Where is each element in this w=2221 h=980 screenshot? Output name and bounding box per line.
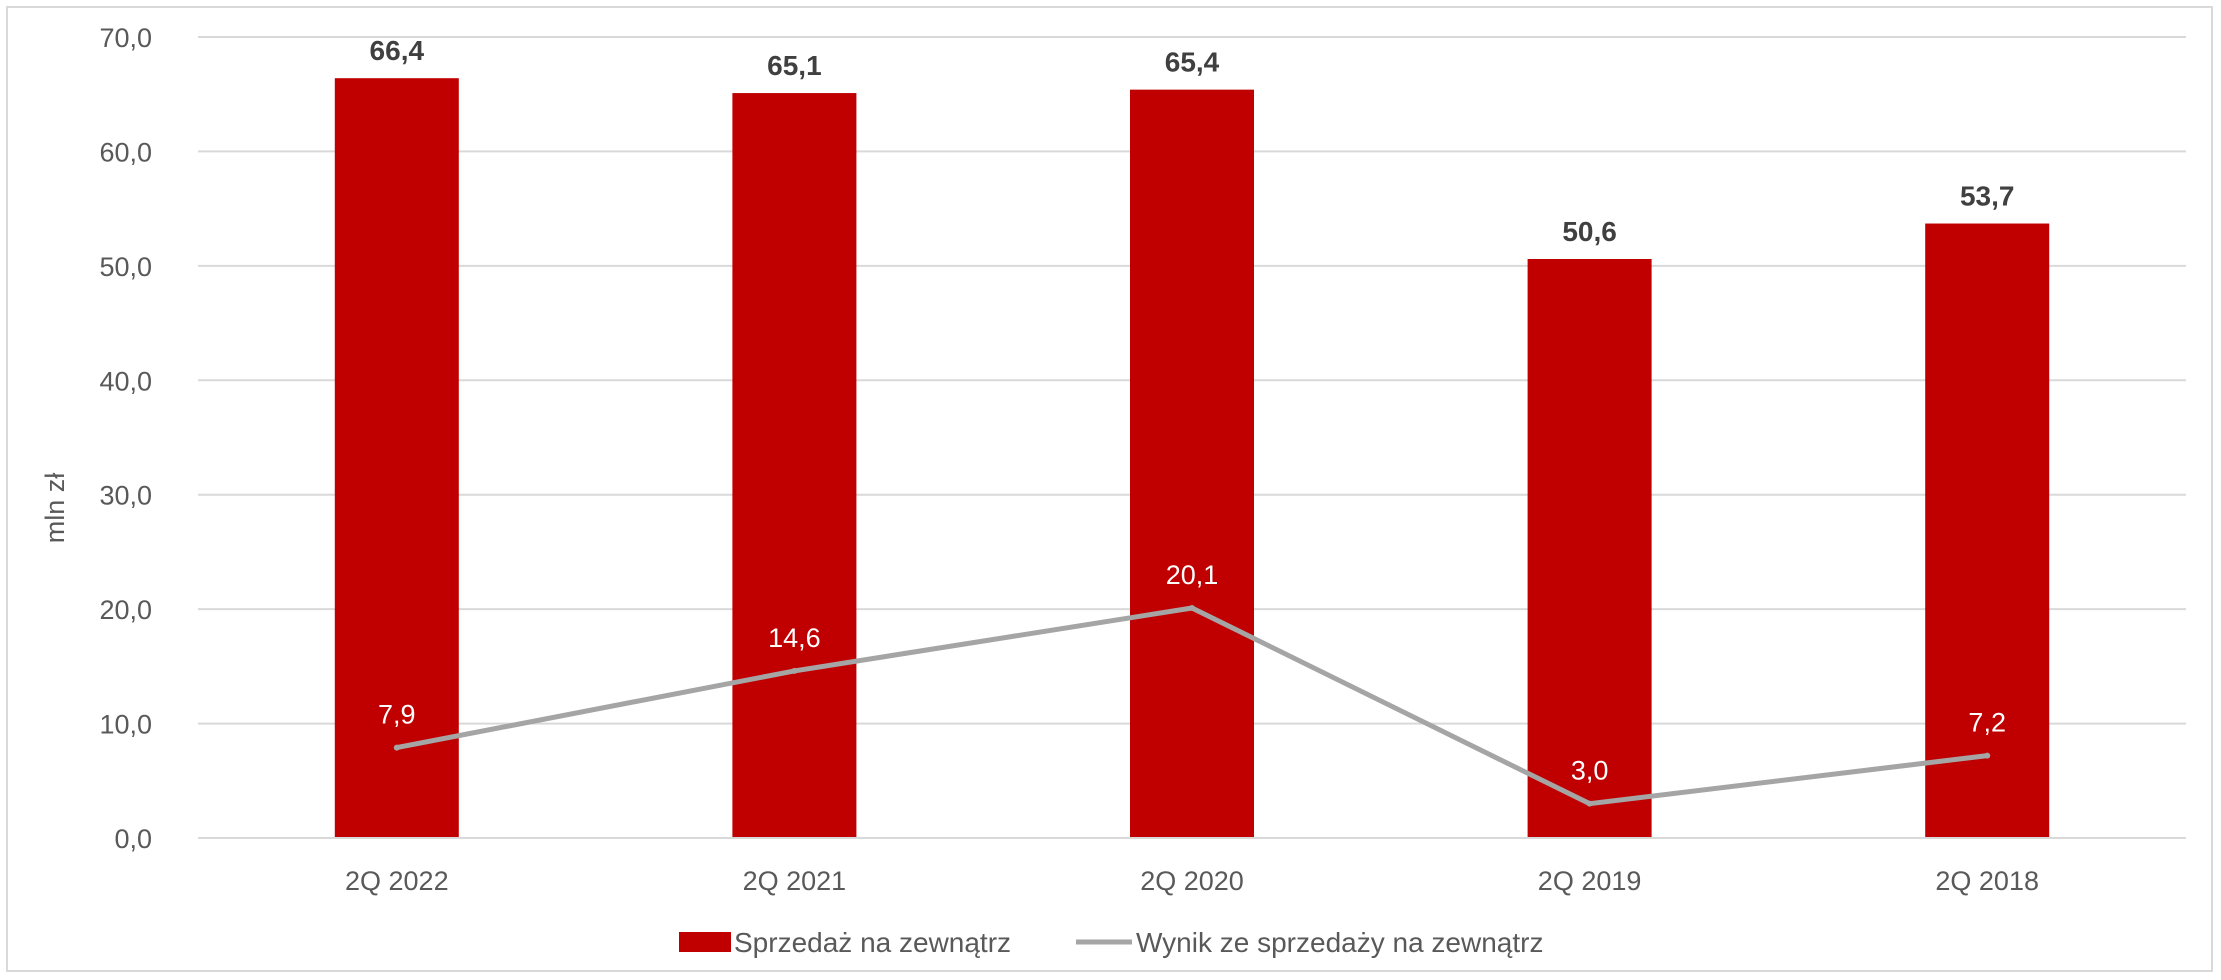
bar-data-label: 50,6 [1562, 216, 1617, 247]
line-point [791, 667, 798, 674]
legend-line-label: Wynik ze sprzedaży na zewnątrz [1136, 927, 1543, 958]
bar-data-label: 65,1 [767, 50, 822, 81]
x-tick-label: 2Q 2020 [1140, 866, 1244, 896]
bar [1527, 258, 1652, 838]
line-data-label: 7,2 [1968, 708, 2006, 738]
line-data-label: 14,6 [768, 623, 821, 653]
legend-bar-swatch [679, 932, 731, 952]
x-tick-label: 2Q 2019 [1538, 866, 1642, 896]
bar [334, 78, 459, 839]
bar-series: 66,4 65,1 65,4 50,6 53,7 [334, 35, 2050, 839]
x-tick-label: 2Q 2021 [743, 866, 847, 896]
y-axis-ticks: 0,0 10,0 20,0 30,0 40,0 50,0 60,0 70,0 [99, 23, 152, 854]
bar-data-label: 66,4 [370, 35, 425, 66]
y-tick-label: 40,0 [99, 366, 152, 396]
y-tick-label: 50,0 [99, 252, 152, 282]
y-tick-label: 30,0 [99, 481, 152, 511]
y-tick-label: 60,0 [99, 137, 152, 167]
line-point [1586, 800, 1593, 807]
y-tick-label: 70,0 [99, 23, 152, 53]
line-data-label: 7,9 [378, 700, 416, 730]
y-tick-label: 20,0 [99, 595, 152, 625]
line-point [393, 744, 400, 751]
bar-data-label: 65,4 [1165, 47, 1220, 78]
line-series: 7,9 14,6 20,1 3,0 7,2 [378, 560, 2006, 807]
x-tick-label: 2Q 2022 [345, 866, 449, 896]
bar [1925, 223, 2050, 839]
line-data-label: 3,0 [1571, 756, 1609, 786]
y-axis-title: mln zł [40, 473, 70, 544]
line-point [1189, 604, 1195, 611]
x-tick-label: 2Q 2018 [1935, 866, 2039, 896]
y-tick-label: 10,0 [99, 710, 152, 740]
bar [732, 93, 857, 838]
bar-data-label: 53,7 [1960, 181, 2015, 212]
bar [1130, 89, 1254, 838]
y-tick-label: 0,0 [114, 824, 152, 854]
line-data-label: 20,1 [1166, 560, 1219, 590]
legend: Sprzedaż na zewnątrz Wynik ze sprzedaży … [679, 927, 1543, 958]
x-axis-ticks: 2Q 2022 2Q 2021 2Q 2020 2Q 2019 2Q 2018 [198, 837, 2186, 896]
line-point [1984, 752, 1991, 759]
legend-bar-label: Sprzedaż na zewnątrz [734, 927, 1011, 958]
